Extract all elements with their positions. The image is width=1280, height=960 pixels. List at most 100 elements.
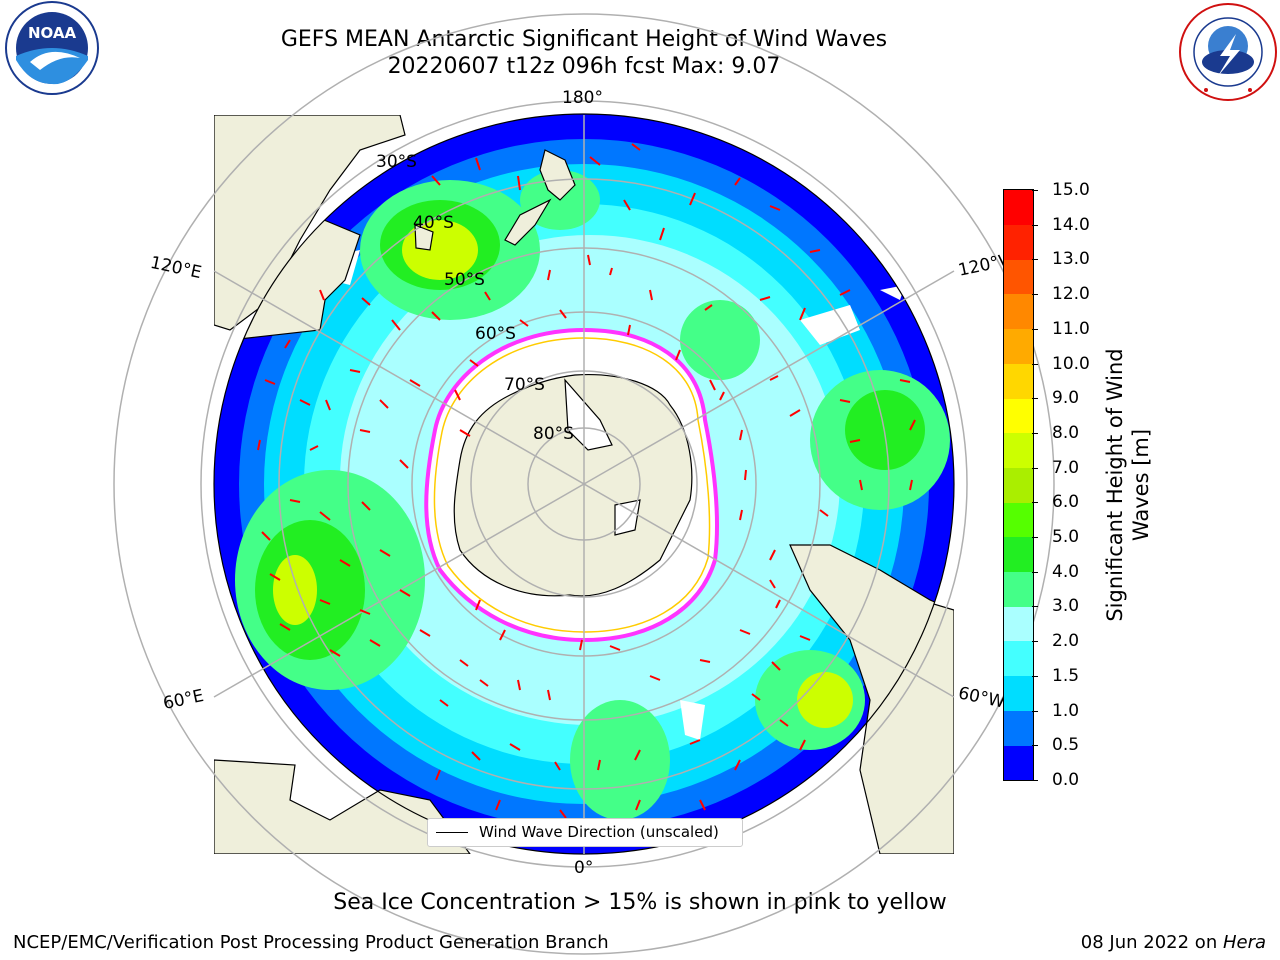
colorbar-tick [1032,398,1038,400]
arrow [509,743,521,751]
arrow [609,267,613,276]
arrow [699,799,706,811]
plot-subtitle: 20220607 t12z 096h fcst Max: 9.07 [387,54,781,79]
arrow [819,509,829,517]
colorbar-tick-label: 10.0 [1052,353,1090,374]
arrow [769,579,776,589]
colorbar-segment [1004,259,1033,295]
colorbar-tick [1032,259,1038,261]
arrow [339,559,351,567]
colorbar-segment [1004,502,1033,538]
arrow [775,599,781,609]
arrow [689,739,701,745]
arrow [279,623,291,631]
lon-label-0: 0° [574,858,594,878]
arrow [361,297,371,306]
colorbar-tick-label: 11.0 [1052,318,1090,339]
arrow [689,192,696,206]
arrow [289,499,301,503]
arrow [559,309,567,319]
arrow [519,319,529,327]
arrow [627,324,631,336]
arrow [499,629,506,641]
arrow [589,156,601,166]
lon-label-180: 180° [562,88,603,108]
arrow [431,311,441,321]
antarctica-land [453,373,693,597]
colorbar-segment [1004,710,1033,746]
arrow [734,759,741,771]
colorbar-tick [1032,606,1038,608]
lat-label-50s: 50°S [444,270,485,290]
lat-label-40s: 40°S [413,213,454,233]
arrow [779,719,789,727]
arrow [459,659,469,667]
colorbar-tick [1032,641,1038,643]
arrow [264,379,276,385]
colorbar-tick-label: 7.0 [1052,457,1080,478]
arrow [269,573,281,581]
colorbar-tick-label: 12.0 [1052,284,1090,305]
legend-label: Wind Wave Direction (unscaled) [479,823,719,841]
arrow [659,227,665,241]
arrow [379,549,391,557]
colorbar-tick-label: 6.0 [1052,492,1080,513]
arrow [799,635,811,641]
colorbar-tick-label: 2.0 [1052,631,1080,652]
colorbar-tick-label: 5.0 [1052,527,1080,548]
arrow [579,639,583,651]
arrow [325,399,331,411]
colorbar-tick [1032,190,1038,191]
arrow [284,339,291,349]
colorbar-tick [1032,537,1038,539]
arrow [587,254,591,266]
arrow [517,175,521,191]
colorbar-segment [1004,537,1033,573]
lat-label-30s: 30°S [376,152,417,172]
arrow [734,177,741,186]
colorbar-title: Significant Height of Wind Waves [m] [1103,348,1153,622]
arrow [799,739,806,751]
arrow [419,629,431,637]
colorbar-segment [1004,675,1033,711]
colorbar [1003,189,1034,781]
colorbar-tick-label: 13.0 [1052,249,1090,270]
colorbar-tick [1032,432,1038,434]
colorbar-segment [1004,294,1033,330]
arrow [771,661,781,671]
arrow [799,307,806,321]
arrow [495,799,501,811]
lat-label-70s: 70°S [504,375,545,395]
ross-ice-shelf [564,378,613,451]
sea-ice-note: Sea Ice Concentration > 15% is shown in … [333,890,947,915]
arrow [479,679,489,687]
arrow [609,645,621,651]
colorbar-tick-label: 4.0 [1052,561,1080,582]
colorbar-tick [1032,745,1038,747]
arrow [359,609,371,615]
colorbar-tick-label: 0.5 [1052,735,1080,756]
arrow [597,759,601,771]
arrow [739,429,743,441]
arrow [789,409,801,417]
colorbar-tick-label: 14.0 [1052,214,1090,235]
arrow [719,391,725,401]
graticule [113,13,1055,955]
arrow [359,429,371,433]
arrow [699,659,711,663]
colorbar-tick-label: 1.5 [1052,665,1080,686]
arrow [839,289,851,296]
colorbar-tick-label: 15.0 [1052,180,1090,200]
arrow [739,509,743,521]
arrow [759,296,771,301]
colorbar-segment [1004,398,1033,434]
arrow [435,769,441,781]
arrow [475,157,481,171]
arrow [909,479,913,491]
footer-host: Hera [1222,932,1266,953]
footer-branch: NCEP/EMC/Verification Post Processing Pr… [13,932,609,953]
colorbar-tick [1032,294,1038,296]
legend-line-sample [436,832,468,833]
arrow [649,289,653,301]
arrow [634,749,641,761]
